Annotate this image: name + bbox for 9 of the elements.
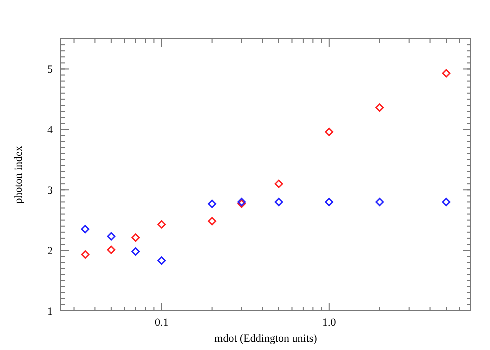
y-tick-label: 2: [48, 245, 53, 258]
y-tick-label: 4: [48, 124, 54, 137]
y-axis-title: photon index: [13, 146, 25, 204]
x-tick-label: 1.0: [322, 317, 337, 329]
x-axis-title: mdot (Eddington units): [214, 333, 318, 345]
y-tick-label: 1: [48, 306, 53, 318]
y-tick-label: 5: [48, 64, 54, 76]
y-tick-label: 3: [48, 184, 54, 197]
x-tick-label: 0.1: [154, 317, 169, 329]
